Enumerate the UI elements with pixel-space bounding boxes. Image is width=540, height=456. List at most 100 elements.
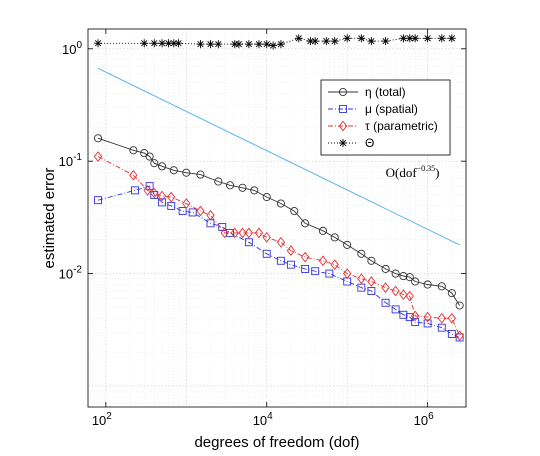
y-tick-label: 10-1	[59, 152, 83, 169]
data-point-spatial	[158, 198, 167, 207]
data-point-spatial	[188, 208, 197, 217]
y-tick-label: 100	[62, 40, 82, 57]
data-point-theta	[437, 34, 446, 43]
data-point-spatial	[405, 313, 414, 322]
data-point-parametric	[343, 268, 352, 279]
data-point-theta	[206, 40, 215, 49]
data-point-theta	[140, 39, 149, 48]
series-line-spatial	[97, 185, 460, 338]
data-point-total	[196, 170, 205, 179]
data-point-theta	[94, 39, 103, 48]
data-point-spatial	[244, 238, 253, 247]
data-point-total	[455, 301, 464, 310]
data-point-spatial	[311, 267, 320, 276]
grid	[87, 29, 467, 407]
data-point-theta	[367, 37, 376, 46]
data-point-parametric	[399, 289, 408, 300]
data-point-theta	[158, 39, 167, 48]
data-point-parametric	[129, 169, 138, 181]
data-point-parametric	[196, 205, 205, 217]
data-point-spatial	[381, 298, 390, 307]
data-point-parametric	[150, 187, 159, 199]
data-point-spatial	[276, 256, 285, 265]
data-point-parametric	[437, 312, 446, 324]
data-point-parametric	[143, 185, 152, 196]
data-point-spatial	[130, 186, 139, 195]
data-point-total	[290, 207, 299, 216]
data-point-spatial	[262, 249, 271, 258]
series-spatial	[94, 182, 464, 342]
data-point-theta	[357, 34, 366, 43]
data-point-total	[411, 277, 420, 286]
data-point-theta	[294, 34, 303, 43]
data-point-parametric	[410, 310, 420, 322]
data-point-theta	[150, 39, 159, 48]
data-point-theta	[423, 34, 432, 43]
data-point-total	[447, 289, 456, 298]
data-point-theta	[174, 39, 183, 48]
data-point-parametric	[167, 191, 176, 203]
y-tick-label: 10-2	[59, 265, 83, 282]
legend-marker	[338, 120, 348, 132]
data-point-spatial	[150, 191, 159, 199]
data-point-theta	[447, 34, 456, 43]
data-point-parametric	[254, 227, 264, 239]
data-point-total	[301, 219, 310, 228]
rate-annotation: O(dof−0.35)	[386, 164, 440, 180]
data-point-total	[182, 168, 191, 177]
data-point-spatial	[218, 222, 227, 231]
data-point-total	[381, 264, 390, 273]
legend-label: μ (spatial)	[365, 102, 418, 116]
data-point-total	[262, 192, 271, 202]
data-point-theta	[262, 40, 271, 49]
data-point-spatial	[357, 283, 366, 292]
data-point-theta	[411, 34, 420, 43]
data-point-parametric	[230, 227, 239, 239]
data-point-spatial	[411, 318, 420, 327]
series-parametric	[93, 151, 464, 342]
data-point-parametric	[447, 312, 457, 324]
series-total	[94, 134, 464, 310]
data-point-total	[343, 240, 352, 249]
series-layer	[93, 34, 464, 342]
data-point-parametric	[262, 232, 271, 243]
x-axis-label: degrees of freedom (dof)	[194, 434, 359, 451]
data-point-parametric	[423, 311, 432, 323]
data-point-parametric	[220, 227, 229, 239]
data-point-theta	[276, 40, 285, 49]
data-point-total	[405, 273, 414, 282]
data-point-total	[391, 269, 400, 278]
data-point-spatial	[325, 269, 334, 278]
legend-label: Θ	[365, 136, 374, 150]
y-axis-label: estimated error	[41, 168, 58, 269]
data-point-parametric	[286, 245, 296, 256]
reference-line-layer	[97, 67, 460, 246]
series-line-parametric	[97, 156, 461, 336]
data-point-parametric	[157, 190, 167, 202]
data-point-total	[357, 249, 366, 258]
data-point-total	[158, 162, 167, 171]
data-point-theta	[306, 37, 315, 46]
data-point-spatial	[391, 305, 400, 314]
data-point-total	[330, 233, 339, 242]
data-point-parametric	[300, 251, 310, 263]
data-point-spatial	[178, 207, 187, 216]
data-point-parametric	[93, 151, 103, 162]
data-point-total	[169, 166, 178, 175]
data-point-spatial	[423, 319, 432, 328]
legend-label: η (total)	[365, 85, 406, 99]
data-point-theta	[254, 40, 263, 49]
plot-frame	[87, 28, 467, 408]
data-point-theta	[244, 40, 253, 49]
data-point-theta	[196, 40, 205, 49]
data-point-total	[238, 183, 247, 192]
x-tick-label: 104	[253, 411, 273, 428]
legend-marker	[338, 87, 348, 97]
legend-marker	[339, 105, 347, 113]
reference-slope-line	[97, 67, 460, 246]
data-point-total	[423, 280, 432, 289]
data-point-total	[145, 152, 154, 161]
data-point-parametric	[206, 209, 215, 221]
data-point-total	[94, 134, 103, 143]
